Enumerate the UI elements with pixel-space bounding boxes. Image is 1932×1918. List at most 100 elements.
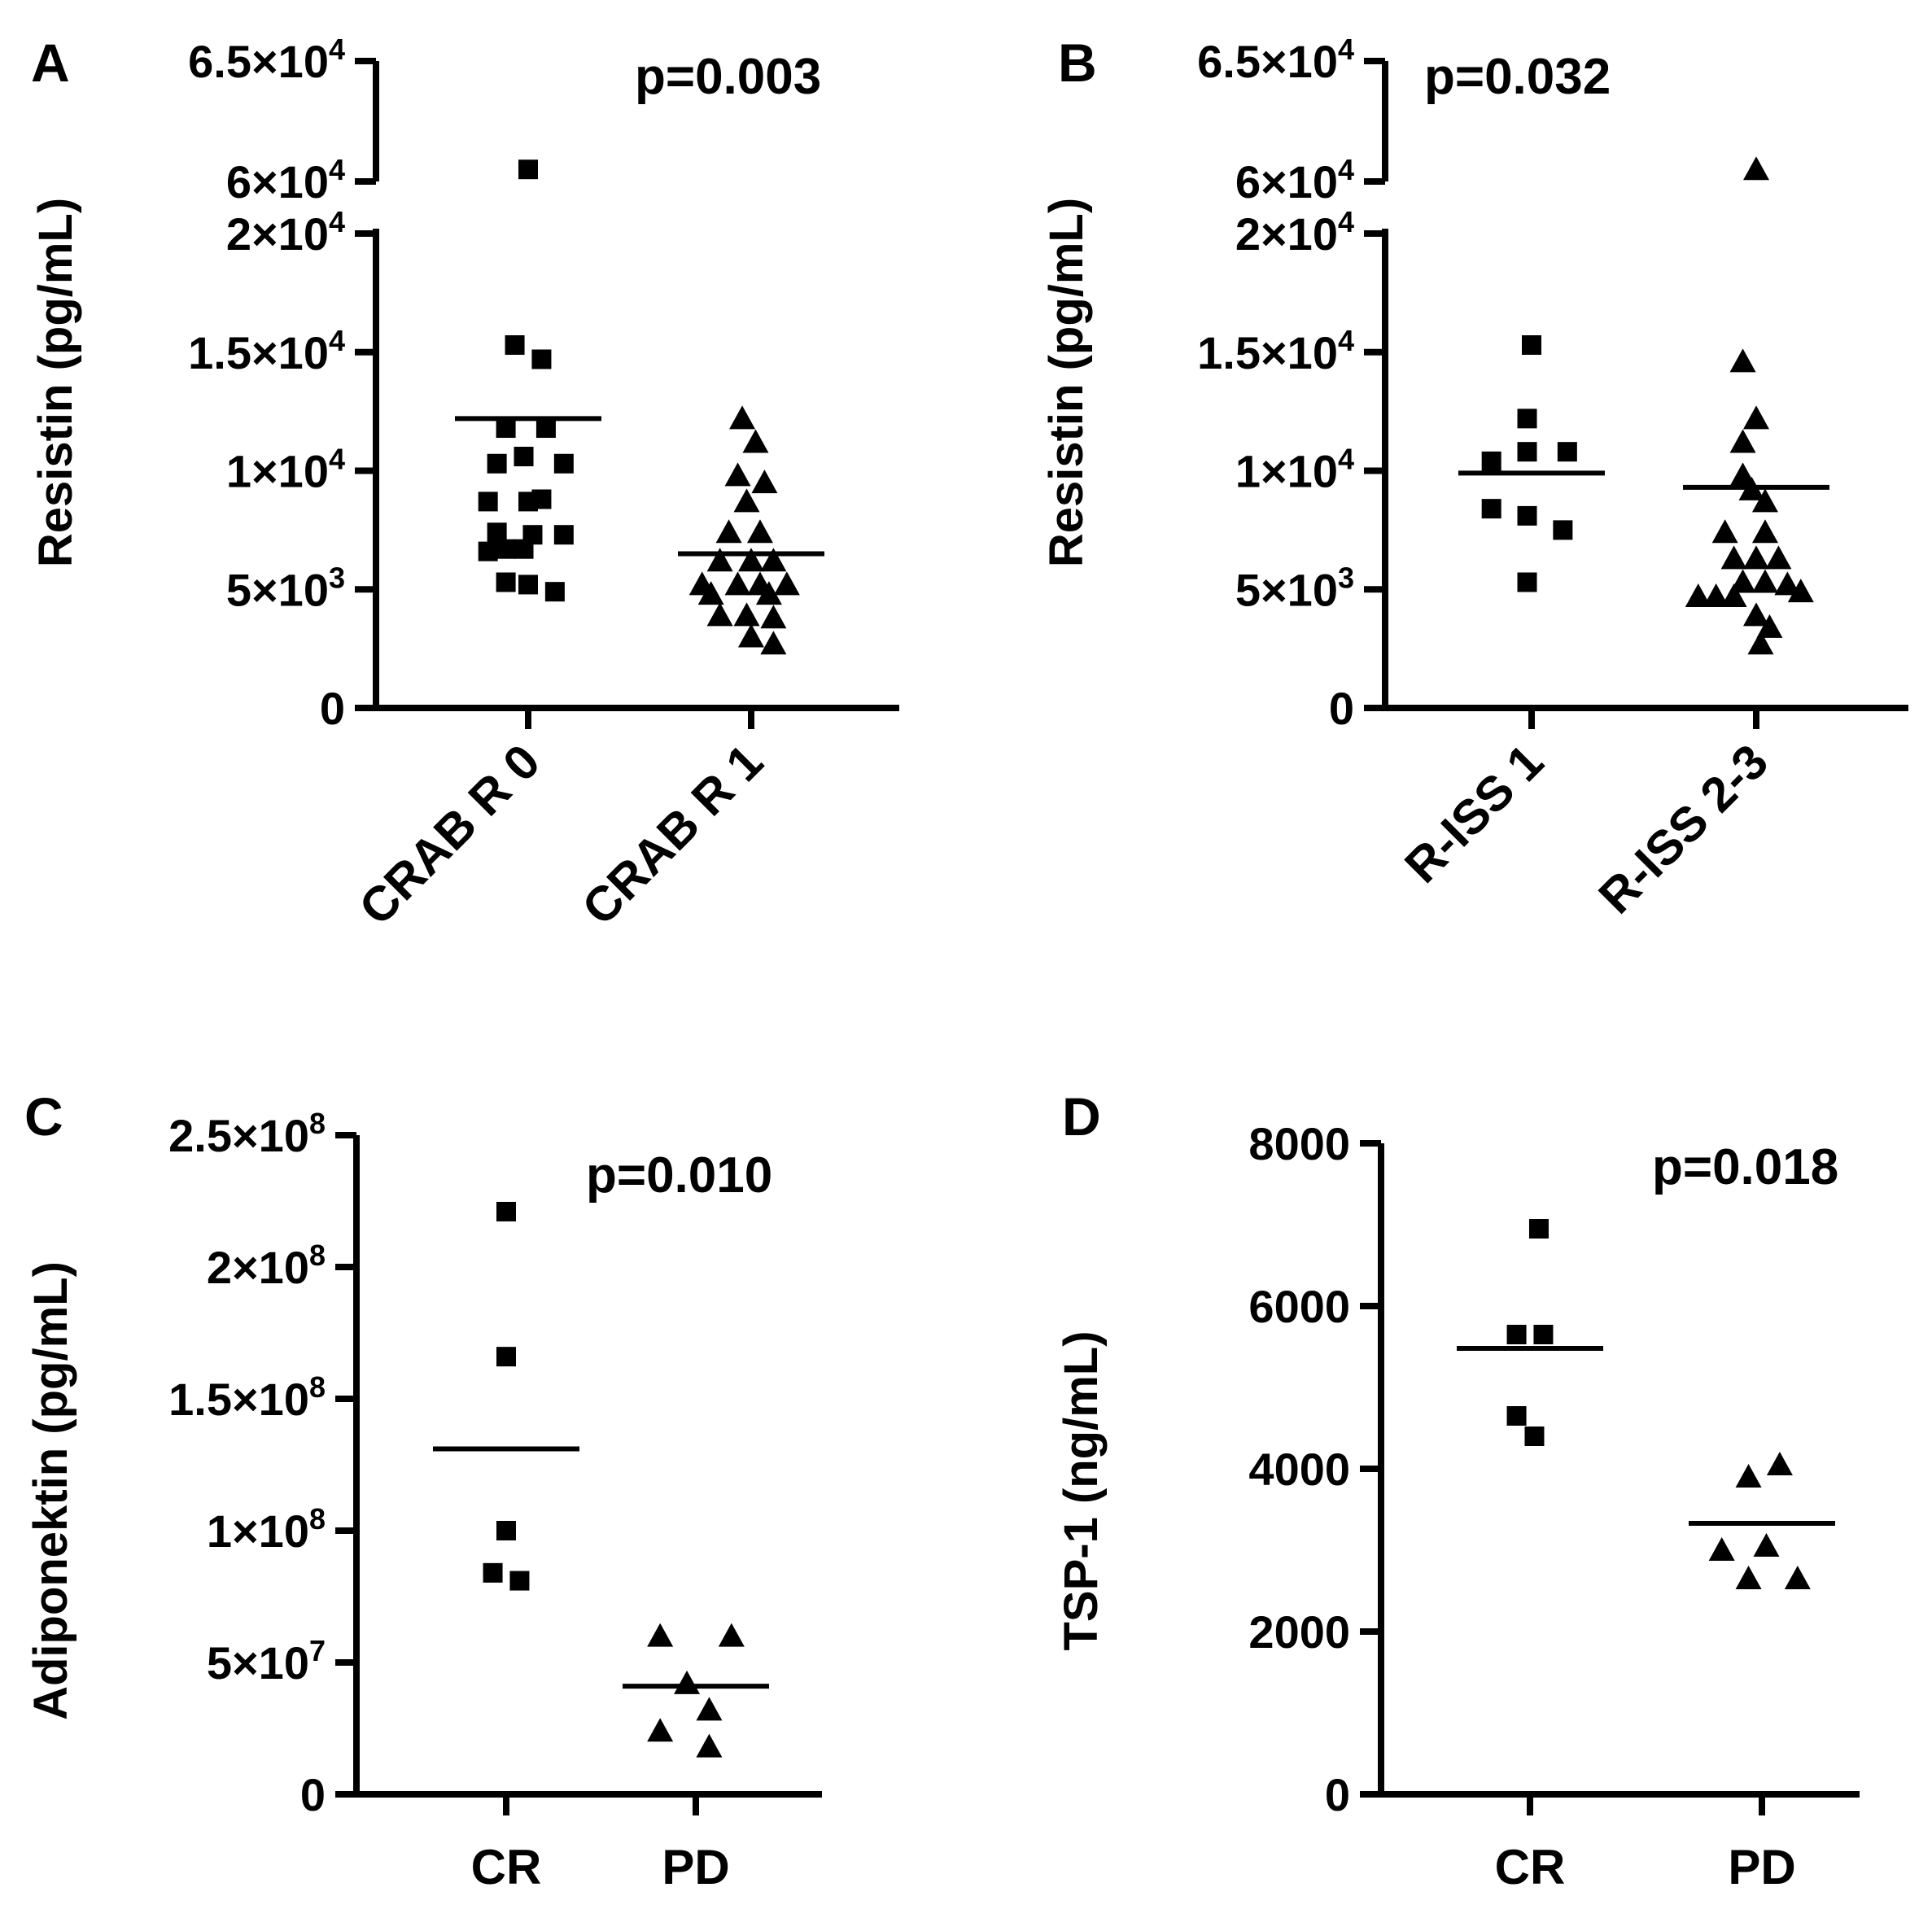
data-point-triangle [1711, 519, 1738, 544]
y-tick-label: 0 [320, 683, 345, 734]
data-point-square [1533, 1325, 1554, 1344]
data-point-triangle [1720, 583, 1747, 607]
data-point-square [1481, 499, 1501, 519]
panel-letter: B [1058, 33, 1097, 93]
data-point-triangle [1743, 602, 1769, 627]
data-point-triangle [718, 1623, 745, 1647]
data-point-triangle [733, 488, 760, 513]
p-value: p=0.018 [1652, 1139, 1838, 1195]
data-point-triangle [1708, 1537, 1735, 1561]
data-point-square [478, 492, 498, 512]
panel-letter: C [24, 1086, 63, 1147]
data-point-triangle [706, 548, 733, 572]
p-value: p=0.010 [586, 1147, 772, 1204]
y-tick-label: 1.5×104 [188, 324, 345, 378]
y-tick-label: 5×103 [226, 561, 345, 615]
x-category-label: CRAB R 0 [348, 734, 550, 936]
data-point-triangle [1774, 571, 1801, 596]
data-point-triangle [760, 605, 787, 629]
data-point-square [553, 453, 574, 474]
data-point-triangle [1787, 579, 1814, 603]
data-point-triangle [1751, 569, 1778, 593]
y-tick-label: 0 [1325, 1769, 1350, 1820]
data-point-triangle [755, 581, 782, 605]
y-tick-label: 2×104 [1235, 205, 1354, 260]
y-tick-label: 0 [1329, 683, 1354, 734]
data-point-triangle [1747, 631, 1774, 655]
data-point-square [496, 1347, 516, 1367]
data-point-triangle [773, 571, 800, 596]
data-point-square [1517, 505, 1537, 526]
data-point-triangle [696, 1733, 723, 1758]
data-point-triangle [729, 405, 756, 430]
data-point-triangle [647, 1718, 674, 1742]
data-point-triangle [1729, 462, 1756, 487]
data-point-triangle [674, 1670, 701, 1694]
data-point-square [496, 418, 516, 439]
data-point-square [1506, 1406, 1527, 1426]
data-point-triangle [760, 548, 787, 572]
data-point-square [1517, 572, 1537, 592]
data-point-triangle [1729, 569, 1756, 593]
x-category-label: PD [1728, 1840, 1795, 1894]
data-point-triangle [647, 1623, 674, 1647]
data-point-triangle [760, 631, 787, 655]
data-point-square [509, 1571, 530, 1591]
data-point-square [1522, 335, 1541, 356]
data-point-triangle [1751, 519, 1778, 544]
data-point-triangle [746, 519, 773, 544]
y-tick-label: 2000 [1248, 1606, 1350, 1658]
data-point-square [478, 541, 498, 561]
data-point-square [531, 489, 552, 509]
data-point-triangle [738, 548, 764, 572]
p-value: p=0.003 [635, 49, 821, 105]
x-category-label: R-ISS 2-3 [1589, 734, 1779, 924]
data-point-square [1528, 1219, 1549, 1239]
panel-d: D 0 2000 4000 6000 8000 TSP-1 (ng/mL) p=0.018 CR… [1055, 1086, 1860, 1894]
data-point-square [1557, 442, 1577, 462]
y-tick-label: 2×104 [226, 205, 345, 260]
data-point-square [1517, 409, 1537, 429]
data-point-square [553, 525, 574, 545]
data-point-triangle [1756, 614, 1783, 638]
data-point-triangle [697, 581, 724, 605]
y-tick-label: 6×104 [1235, 153, 1354, 208]
data-point-triangle [706, 602, 733, 627]
y-tick-label: 1×108 [207, 1502, 326, 1557]
data-point-triangle [738, 623, 764, 648]
data-point-square [487, 522, 507, 543]
data-point-square [496, 539, 516, 559]
data-point-square [531, 349, 552, 369]
data-point-square [1524, 1426, 1545, 1446]
data-point-triangle [724, 462, 751, 487]
x-category-label: R-ISS 1 [1394, 734, 1554, 893]
y-tick-label: 1×104 [1235, 443, 1354, 497]
data-point-square [483, 1562, 503, 1583]
y-tick-label: 6.5×104 [188, 33, 345, 87]
y-tick-label: 5×103 [1235, 561, 1354, 615]
data-point-triangle [1735, 1566, 1762, 1589]
data-point-triangle [1703, 583, 1729, 607]
data-point-square [518, 575, 538, 595]
panel-letter: A [31, 33, 70, 93]
data-point-triangle [1720, 545, 1747, 570]
y-tick-label: 5×107 [207, 1634, 326, 1689]
data-point-square [535, 418, 556, 439]
y-tick-label: 4000 [1248, 1444, 1350, 1495]
data-point-triangle [742, 429, 769, 453]
y-tick-label: 8000 [1248, 1118, 1350, 1169]
y-axis-title: Resistin (pg/mL) [29, 198, 82, 567]
panel-letter: D [1062, 1086, 1101, 1147]
data-point-triangle [724, 571, 751, 596]
x-category-label: PD [662, 1840, 729, 1894]
x-category-label: CR [1495, 1840, 1566, 1894]
data-point-square [1517, 442, 1537, 462]
data-point-square [496, 572, 516, 592]
data-point-triangle [1753, 1533, 1780, 1557]
data-point-triangle [1766, 1452, 1793, 1475]
data-point-triangle [1729, 429, 1756, 453]
y-tick-label: 6.5×104 [1197, 33, 1354, 87]
p-value: p=0.032 [1424, 49, 1611, 105]
data-point-square [1553, 520, 1573, 540]
